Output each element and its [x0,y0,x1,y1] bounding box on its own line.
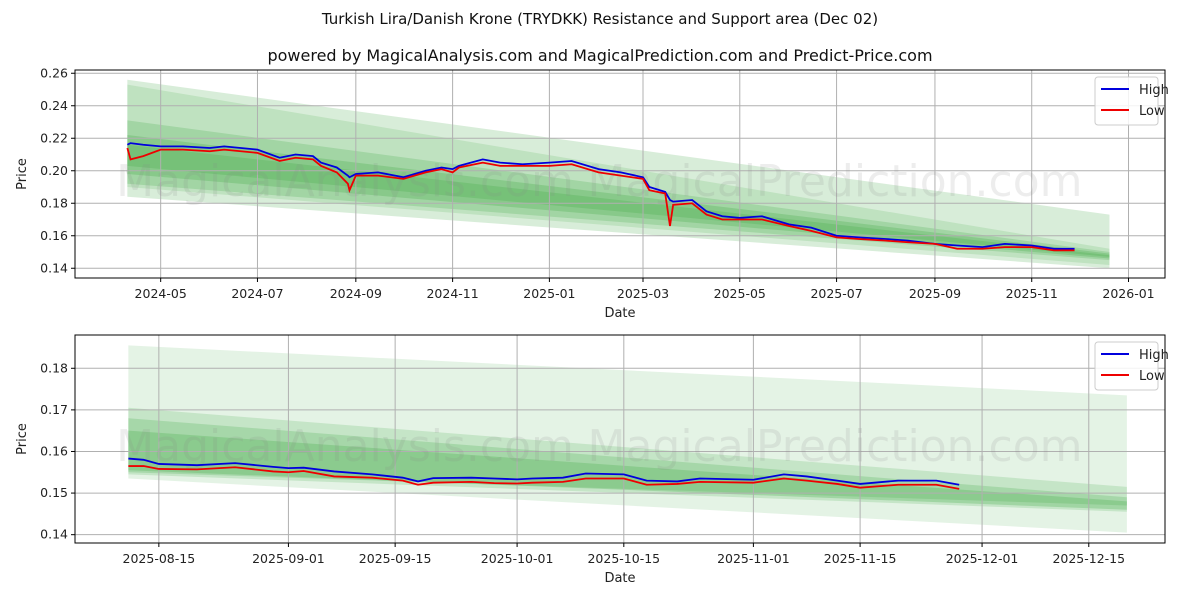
x-tick-label: 2025-08-15 [123,551,196,566]
x-tick-label: 2025-09-15 [359,551,432,566]
y-tick-label: 0.20 [40,163,68,178]
x-tick-label: 2025-11-01 [717,551,790,566]
x-tick-label: 2025-10-01 [481,551,554,566]
series-line-low [126,147,1075,252]
support-resistance-band [128,418,1127,506]
y-tick-label: 0.16 [40,443,68,458]
support-resistance-band [127,79,1110,269]
chart-panel-2: 0.14 0.15 0.16 0.17 0.18 2025-08-15 2025-09-01… [15,334,1169,586]
y-tick-label: 0.24 [40,98,68,113]
legend: High Low [1094,341,1169,391]
chart-subtitle: powered by MagicalAnalysis.com and Magic… [267,46,933,65]
legend-label: Low [1139,369,1165,384]
watermark: MagicalPrediction.com [588,156,1083,207]
x-tick-label: 2025-11 [1006,286,1058,301]
x-tick-label: 2025-03 [617,286,669,301]
x-tick-label: 2025-12-15 [1052,551,1125,566]
y-axis-label: Price [15,158,30,190]
y-axis-label: Price [15,423,30,455]
series-line-low [128,465,960,490]
series-line-high [126,142,1075,250]
support-resistance-band [128,430,1127,510]
axes-frame [74,69,1166,279]
y-tick-label: 0.15 [40,485,68,500]
x-axis-label: Date [604,306,635,321]
y-tick-label: 0.18 [40,195,68,210]
y-tick-label: 0.26 [40,65,68,80]
y-tick-label: 0.14 [40,527,68,542]
chart-panel-1: 0.14 0.16 0.18 0.20 0.22 0.24 0.26 2024-05 2024-… [15,65,1169,321]
x-tick-label: 2025-01 [523,286,575,301]
x-tick-label: 2025-11-15 [824,551,897,566]
x-tick-label: 2025-10-15 [587,551,660,566]
watermark: MagicalPrediction.com [588,421,1083,472]
x-tick-label: 2025-05 [714,286,766,301]
x-tick-label: 2024-07 [231,286,283,301]
y-tick-label: 0.14 [40,260,68,275]
x-tick-label: 2025-09-01 [252,551,325,566]
x-tick-label: 2025-07 [810,286,862,301]
y-tick-label: 0.18 [40,360,68,375]
legend-label: High [1139,83,1169,98]
y-tick-label: 0.16 [40,228,68,243]
x-tick-label: 2025-12-01 [946,551,1019,566]
axes-frame [74,334,1166,544]
watermark: MagicalAnalysis.com [116,421,574,472]
support-resistance-band [127,135,1110,259]
support-resistance-band [127,120,1110,261]
chart-title: Turkish Lira/Danish Krone (TRYDKK) Resis… [321,10,879,28]
x-tick-label: 2024-09 [330,286,382,301]
x-axis-label: Date [604,571,635,586]
x-tick-label: 2024-05 [135,286,187,301]
y-tick-label: 0.22 [40,130,68,145]
series-line-high [128,457,960,486]
y-tick-label: 0.17 [40,402,68,417]
x-tick-label: 2024-11 [426,286,478,301]
x-tick-label: 2026-01 [1102,286,1154,301]
legend: High Low [1094,76,1169,126]
legend-label: Low [1139,104,1165,119]
legend-label: High [1139,348,1169,363]
x-tick-label: 2025-09 [909,286,961,301]
